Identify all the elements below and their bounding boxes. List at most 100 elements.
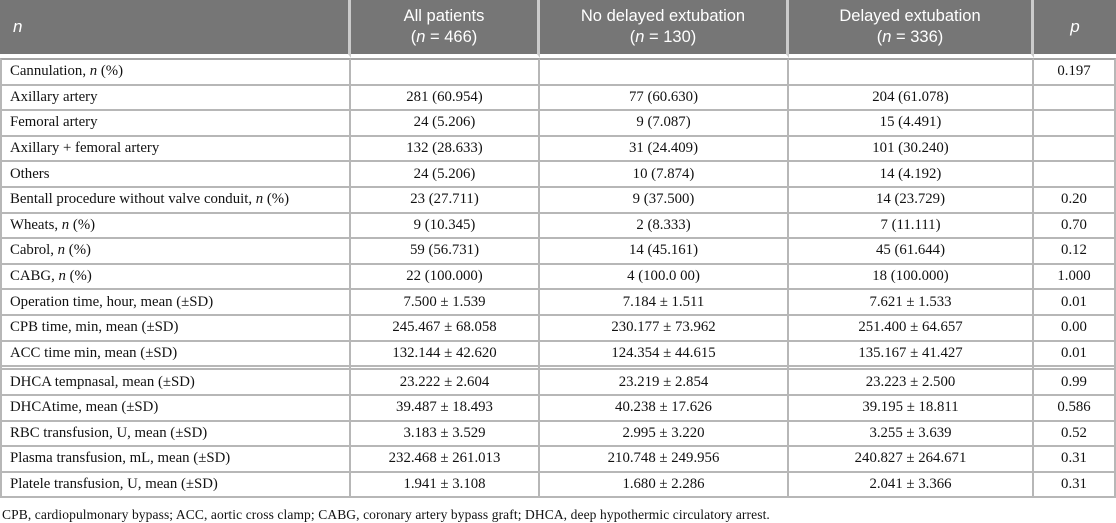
row-label-text: Cannulation, bbox=[10, 63, 90, 80]
cell-all-patients: 9 (10.345) bbox=[351, 213, 540, 240]
row-label: CPB time, min, mean (±SD) bbox=[0, 316, 351, 342]
table-row: Others 24 (5.206) 10 (7.874) 14 (4.192) bbox=[0, 162, 1116, 189]
header-no-delayed-title: No delayed extubation bbox=[580, 7, 746, 26]
row-label: CABG, n (%) bbox=[0, 264, 351, 291]
row-label-suffix: (%) bbox=[65, 242, 91, 259]
cell-no-delayed: 14 (45.161) bbox=[540, 239, 789, 265]
patient-statistics-table: n All patients (n = 466) No delayed extu… bbox=[0, 0, 1116, 499]
cell-p-value: 0.31 bbox=[1034, 472, 1116, 499]
cell-p-value: 1.000 bbox=[1034, 264, 1116, 291]
cell-delayed: 135.167 ± 41.427 bbox=[789, 341, 1034, 368]
table-row: DHCAtime, mean (±SD) 39.487 ± 18.493 40.… bbox=[0, 395, 1116, 422]
cell-no-delayed: 2 (8.333) bbox=[540, 213, 789, 240]
table-row: Cabrol, n (%) 59 (56.731) 14 (45.161) 45… bbox=[0, 239, 1116, 265]
row-label-italic-n: n bbox=[89, 63, 98, 80]
row-label-italic-n: n bbox=[61, 216, 70, 233]
table-row: Axillary artery 281 (60.954) 77 (60.630)… bbox=[0, 85, 1116, 112]
row-label: DHCAtime, mean (±SD) bbox=[0, 395, 351, 422]
row-label-suffix: (%) bbox=[69, 216, 96, 233]
cell-all-patients: 245.467 ± 68.058 bbox=[351, 316, 540, 342]
row-label-text: Plasma transfusion, mL, mean (±SD) bbox=[10, 450, 231, 467]
table-row: DHCA tempnasal, mean (±SD) 23.222 ± 2.60… bbox=[0, 370, 1116, 396]
cell-all-patients: 39.487 ± 18.493 bbox=[351, 395, 540, 422]
cell-all-patients: 281 (60.954) bbox=[351, 85, 540, 112]
cell-p-value bbox=[1034, 136, 1116, 163]
cell-delayed: 2.041 ± 3.366 bbox=[789, 472, 1034, 499]
cell-no-delayed: 77 (60.630) bbox=[540, 85, 789, 112]
cell-no-delayed: 10 (7.874) bbox=[540, 162, 789, 189]
header-p-value: p bbox=[1034, 0, 1116, 58]
row-label-text: Operation time, hour, mean (±SD) bbox=[10, 293, 214, 310]
cell-delayed: 45 (61.644) bbox=[789, 239, 1034, 265]
table-header: n All patients (n = 466) No delayed extu… bbox=[0, 0, 1116, 58]
thick-divider-cell bbox=[540, 367, 789, 371]
cell-p-value: 0.586 bbox=[1034, 395, 1116, 422]
cell-p-value: 0.12 bbox=[1034, 239, 1116, 265]
row-label: ACC time min, mean (±SD) bbox=[0, 341, 351, 368]
thick-divider-cell bbox=[0, 367, 351, 371]
cell-delayed: 18 (100.000) bbox=[789, 264, 1034, 291]
cell-all-patients: 7.500 ± 1.539 bbox=[351, 290, 540, 317]
cell-delayed: 7 (11.111) bbox=[789, 213, 1034, 240]
row-label: Axillary artery bbox=[0, 85, 351, 112]
thick-divider-row bbox=[0, 367, 1116, 371]
row-label-suffix: (%) bbox=[97, 63, 124, 80]
cell-all-patients: 132.144 ± 42.620 bbox=[351, 341, 540, 368]
table-body: Cannulation, n (%) 0.197 Axillary artery… bbox=[0, 58, 1116, 499]
cell-no-delayed: 124.354 ± 44.615 bbox=[540, 341, 789, 368]
row-label-italic-n: n bbox=[57, 242, 66, 259]
thick-divider-cell bbox=[351, 367, 540, 371]
cell-p-value: 0.20 bbox=[1034, 188, 1116, 214]
table-row: CABG, n (%) 22 (100.000) 4 (100.0 00) 18… bbox=[0, 264, 1116, 291]
cell-delayed: 14 (4.192) bbox=[789, 162, 1034, 189]
row-label-text: Others bbox=[10, 165, 50, 182]
cell-p-value: 0.70 bbox=[1034, 213, 1116, 240]
header-n: n bbox=[0, 0, 351, 58]
cell-delayed: 7.621 ± 1.533 bbox=[789, 290, 1034, 317]
table-row: Bentall procedure without valve conduit,… bbox=[0, 188, 1116, 214]
thick-divider-cell bbox=[789, 367, 1034, 371]
cell-no-delayed: 23.219 ± 2.854 bbox=[540, 370, 789, 396]
header-all-patients-count: (n = 466) bbox=[410, 28, 478, 46]
table-row: Femoral artery 24 (5.206) 9 (7.087) 15 (… bbox=[0, 111, 1116, 137]
cell-all-patients: 22 (100.000) bbox=[351, 264, 540, 291]
cell-p-value: 0.00 bbox=[1034, 316, 1116, 342]
row-label: Others bbox=[0, 162, 351, 189]
cell-no-delayed: 7.184 ± 1.511 bbox=[540, 290, 789, 317]
table-row: ACC time min, mean (±SD) 132.144 ± 42.62… bbox=[0, 341, 1116, 368]
header-delayed-title: Delayed extubation bbox=[839, 7, 981, 26]
cell-p-value: 0.52 bbox=[1034, 421, 1116, 448]
cell-p-value bbox=[1034, 162, 1116, 189]
cell-p-value bbox=[1034, 85, 1116, 112]
row-label-text: Bentall procedure without valve conduit, bbox=[10, 191, 256, 208]
table-footnote: CPB, cardiopulmonary bypass; ACC, aortic… bbox=[2, 507, 770, 523]
row-label-text: Wheats, bbox=[10, 216, 62, 233]
row-label: Axillary + femoral artery bbox=[0, 136, 351, 163]
cell-no-delayed: 9 (7.087) bbox=[540, 111, 789, 137]
cell-p-value: 0.01 bbox=[1034, 290, 1116, 317]
cell-no-delayed: 31 (24.409) bbox=[540, 136, 789, 163]
row-label-suffix: (%) bbox=[65, 268, 92, 285]
row-label: Operation time, hour, mean (±SD) bbox=[0, 290, 351, 317]
cell-delayed: 204 (61.078) bbox=[789, 85, 1034, 112]
row-label: Wheats, n (%) bbox=[0, 213, 351, 240]
row-label: Platele transfusion, U, mean (±SD) bbox=[0, 472, 351, 499]
cell-no-delayed: 40.238 ± 17.626 bbox=[540, 395, 789, 422]
table-row: Platele transfusion, U, mean (±SD) 1.941… bbox=[0, 472, 1116, 499]
row-label-text: DHCAtime, mean (±SD) bbox=[10, 399, 159, 416]
header-row: n All patients (n = 466) No delayed extu… bbox=[0, 0, 1116, 58]
cell-no-delayed: 9 (37.500) bbox=[540, 188, 789, 214]
row-label: Femoral artery bbox=[0, 111, 351, 137]
row-label-text: Platele transfusion, U, mean (±SD) bbox=[10, 475, 218, 492]
cell-delayed bbox=[789, 58, 1034, 86]
row-label-text: CABG, bbox=[10, 268, 59, 285]
header-delayed: Delayed extubation (n = 336) bbox=[789, 0, 1034, 58]
cell-p-value: 0.01 bbox=[1034, 341, 1116, 368]
header-no-delayed-count: (n = 130) bbox=[629, 28, 697, 46]
thick-divider-cell bbox=[1034, 367, 1116, 371]
cell-no-delayed: 2.995 ± 3.220 bbox=[540, 421, 789, 448]
row-label-text: Cabrol, bbox=[10, 242, 58, 259]
cell-delayed: 23.223 ± 2.500 bbox=[789, 370, 1034, 396]
row-label: DHCA tempnasal, mean (±SD) bbox=[0, 370, 351, 396]
table-row: CPB time, min, mean (±SD) 245.467 ± 68.0… bbox=[0, 316, 1116, 342]
